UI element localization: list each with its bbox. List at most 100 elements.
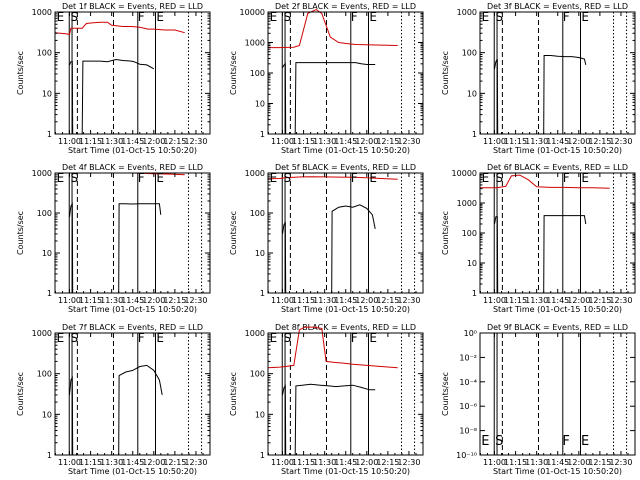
series-lld-line bbox=[267, 326, 398, 369]
series-lld-line bbox=[480, 174, 610, 189]
x-tick-label: 11:45 bbox=[121, 458, 144, 467]
x-tick-label: 11:00 bbox=[271, 137, 294, 146]
marker-label: E bbox=[482, 10, 490, 24]
x-tick-label: 11:00 bbox=[483, 137, 506, 146]
plot-frame bbox=[267, 11, 424, 135]
y-tick-label: 1 bbox=[260, 130, 265, 139]
y-tick-label: 1000 bbox=[32, 8, 52, 17]
y-tick-label: 100 bbox=[250, 69, 265, 78]
y-axis-label: Counts/sec bbox=[16, 51, 25, 95]
x-tick-label: 11:30 bbox=[100, 458, 123, 467]
x-tick-label: 11:45 bbox=[334, 458, 357, 467]
y-tick-label: 1000 bbox=[32, 169, 52, 178]
x-tick-label: 11:45 bbox=[546, 296, 569, 305]
x-tick-label: 12:15 bbox=[376, 458, 399, 467]
marker-label: F bbox=[138, 171, 145, 185]
marker-label: S bbox=[495, 10, 503, 24]
x-tick-label: 12:15 bbox=[588, 296, 611, 305]
panel-title: Det 8f BLACK = Events, RED = LLD bbox=[275, 323, 416, 332]
y-tick-label: 10⁻¹⁰ bbox=[456, 451, 477, 460]
series-events-line bbox=[282, 383, 376, 456]
marker-label: E bbox=[270, 10, 278, 24]
x-axis-label: Start Time (01-Oct-15 10:50:20) bbox=[493, 305, 622, 314]
y-tick-label: 10⁻⁶ bbox=[459, 402, 477, 411]
plot-frame bbox=[479, 172, 636, 294]
x-tick-label: 11:45 bbox=[334, 137, 357, 146]
y-tick-label: 1 bbox=[47, 289, 52, 298]
panel-title: Det 3f BLACK = Events, RED = LLD bbox=[487, 2, 628, 11]
y-tick-label: 1 bbox=[472, 130, 477, 139]
panel-title: Det 4f BLACK = Events, RED = LLD bbox=[62, 163, 203, 172]
series-lld-line bbox=[267, 176, 398, 180]
x-tick-label: 11:00 bbox=[58, 137, 81, 146]
y-axis-label: Counts/sec bbox=[441, 372, 450, 416]
series-events-line bbox=[69, 202, 162, 294]
y-tick-label: 100 bbox=[250, 370, 265, 379]
x-axis-label: Start Time (01-Oct-15 10:50:20) bbox=[493, 467, 622, 476]
y-tick-label: 1000 bbox=[245, 169, 265, 178]
y-tick-label: 100 bbox=[37, 370, 52, 379]
x-tick-label: 11:00 bbox=[271, 458, 294, 467]
y-tick-label: 100 bbox=[462, 49, 477, 58]
marker-label: E bbox=[369, 171, 377, 185]
x-tick-label: 12:30 bbox=[184, 137, 207, 146]
x-tick-label: 12:00 bbox=[355, 458, 378, 467]
marker-label: F bbox=[563, 10, 570, 24]
x-tick-label: 11:30 bbox=[313, 296, 336, 305]
plot-frame bbox=[267, 332, 424, 456]
x-tick-label: 12:30 bbox=[184, 296, 207, 305]
x-tick-label: 12:15 bbox=[588, 137, 611, 146]
marker-label: S bbox=[283, 331, 291, 345]
x-tick-label: 11:00 bbox=[58, 458, 81, 467]
plot-frame bbox=[54, 11, 211, 135]
x-tick-label: 11:30 bbox=[313, 137, 336, 146]
y-tick-label: 1000 bbox=[457, 199, 477, 208]
x-tick-label: 12:30 bbox=[609, 458, 632, 467]
panel-title: Det 5f BLACK = Events, RED = LLD bbox=[275, 163, 416, 172]
x-axis-label: Start Time (01-Oct-15 10:50:20) bbox=[68, 467, 197, 476]
plot-frame bbox=[479, 11, 636, 135]
x-tick-label: 12:30 bbox=[609, 137, 632, 146]
marker-label: E bbox=[581, 171, 589, 185]
x-tick-label: 11:15 bbox=[79, 137, 102, 146]
marker-label: S bbox=[70, 10, 78, 24]
marker-label: E bbox=[156, 10, 164, 24]
y-tick-label: 1 bbox=[47, 451, 52, 460]
x-tick-label: 12:00 bbox=[567, 296, 590, 305]
marker-label: F bbox=[351, 10, 358, 24]
x-tick-label: 12:15 bbox=[163, 296, 186, 305]
series-events-line bbox=[69, 58, 155, 135]
x-tick-label: 12:00 bbox=[355, 296, 378, 305]
y-tick-label: 10000 bbox=[240, 8, 265, 17]
panel-title: Det 7f BLACK = Events, RED = LLD bbox=[62, 323, 203, 332]
marker-label: E bbox=[581, 434, 589, 449]
x-tick-label: 12:30 bbox=[397, 296, 420, 305]
marker-label: F bbox=[138, 10, 145, 24]
x-tick-label: 12:00 bbox=[567, 137, 590, 146]
x-axis-label: Start Time (01-Oct-15 10:50:20) bbox=[281, 467, 410, 476]
x-axis-label: Start Time (01-Oct-15 10:50:20) bbox=[68, 305, 197, 314]
x-tick-label: 11:30 bbox=[100, 137, 123, 146]
y-axis-label: Counts/sec bbox=[441, 211, 450, 255]
series-lld-line bbox=[54, 21, 185, 36]
plot-frame bbox=[54, 172, 211, 294]
y-tick-label: 10 bbox=[467, 259, 477, 268]
x-tick-label: 11:15 bbox=[292, 296, 315, 305]
x-tick-label: 11:30 bbox=[525, 296, 548, 305]
marker-label: S bbox=[70, 331, 78, 345]
panel-title: Det 2f BLACK = Events, RED = LLD bbox=[275, 2, 416, 11]
y-tick-label: 100 bbox=[250, 209, 265, 218]
y-axis-label: Counts/sec bbox=[229, 51, 238, 95]
x-tick-label: 12:00 bbox=[142, 458, 165, 467]
marker-label: F bbox=[563, 171, 570, 185]
marker-label: E bbox=[581, 10, 589, 24]
x-tick-label: 12:15 bbox=[588, 458, 611, 467]
x-tick-label: 11:15 bbox=[504, 296, 527, 305]
